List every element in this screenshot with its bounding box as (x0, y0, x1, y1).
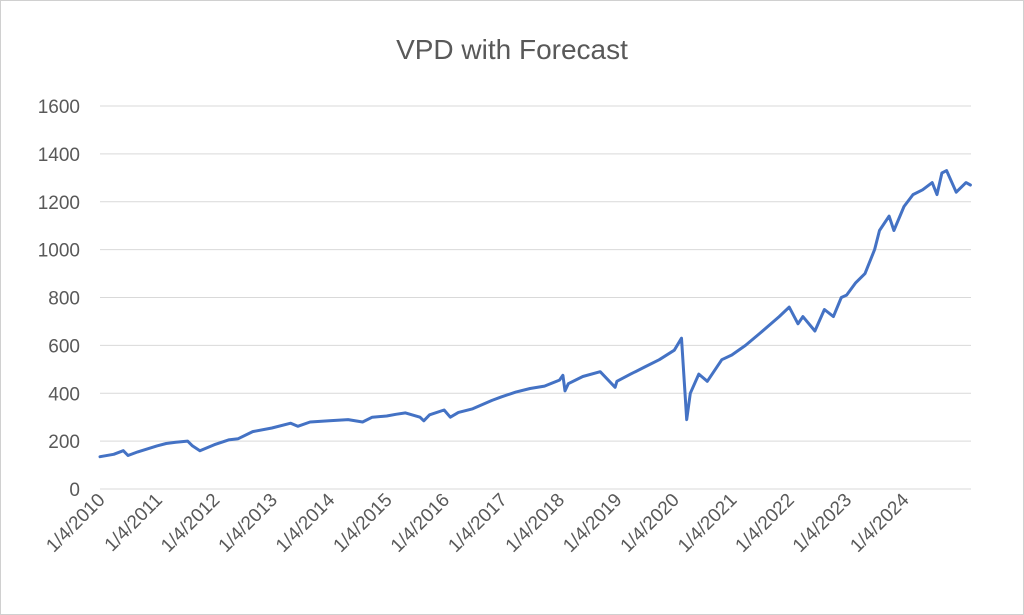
x-tick-label: 1/4/2011 (101, 490, 167, 556)
x-tick-label: 1/4/2014 (272, 489, 339, 556)
x-axis-ticks: 1/4/20101/4/20111/4/20121/4/20131/4/2014… (42, 489, 913, 556)
x-tick-label: 1/4/2012 (157, 490, 224, 557)
chart-title: VPD with Forecast (396, 34, 628, 65)
x-tick-label: 1/4/2017 (444, 490, 511, 557)
x-tick-label: 1/4/2021 (674, 490, 741, 557)
series-line-0 (98, 169, 972, 459)
x-tick-label: 1/4/2022 (732, 490, 799, 557)
y-tick-label: 1600 (38, 97, 80, 118)
x-tick-label: 1/4/2013 (215, 490, 282, 557)
x-tick-label: 1/4/2023 (789, 490, 856, 557)
x-tick-label: 1/4/2020 (617, 490, 684, 557)
gridlines (100, 105, 971, 490)
x-tick-label: 1/4/2018 (502, 490, 569, 557)
y-axis-ticks: 0 200 400 600 800 1000 1200 1400 1600 (38, 97, 80, 501)
y-tick-label: 1000 (38, 241, 80, 262)
x-tick-label: 1/4/2015 (330, 490, 397, 557)
y-tick-label: 0 (69, 480, 80, 501)
y-tick-label: 600 (48, 336, 80, 357)
y-tick-label: 400 (48, 384, 80, 405)
y-tick-label: 1200 (38, 193, 80, 214)
series-layer (98, 169, 972, 459)
x-tick-label: 1/4/2016 (387, 490, 454, 557)
x-tick-label: 1/4/2019 (559, 490, 626, 557)
x-tick-label: 1/4/2024 (846, 489, 913, 556)
y-tick-label: 800 (48, 289, 80, 310)
y-tick-label: 200 (48, 432, 80, 453)
y-tick-label: 1400 (38, 145, 80, 166)
